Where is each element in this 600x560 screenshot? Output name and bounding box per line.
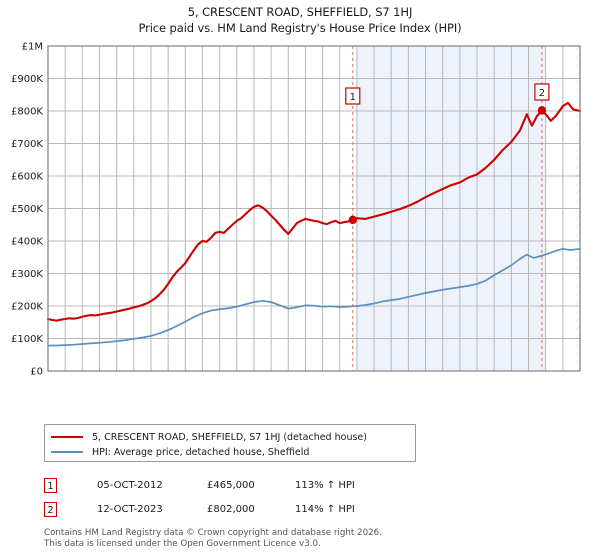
y-tick-label: £800K [11,107,43,118]
y-tick-label: £500K [11,204,43,215]
marker-badge-label-2: 2 [539,88,545,99]
y-tick-label: £100K [11,334,43,345]
marker-badge-box-2[interactable] [534,83,550,101]
marker-point-2[interactable] [537,106,547,115]
chart-title-block: 5, CRESCENT ROAD, SHEFFIELD, S7 1HJ Pric… [0,4,600,36]
y-tick-label: £300K [11,269,43,280]
transaction-index-badge: 1 [44,477,57,493]
y-tick-label: £0 [30,367,43,376]
table-row[interactable]: 2 12-OCT-2023 £802,000 114% ↑ HPI [44,497,464,521]
copyright-footer: Contains HM Land Registry data © Crown c… [44,528,584,550]
y-tick-label: £600K [11,172,43,183]
page-subtitle: Price paid vs. HM Land Registry's House … [138,21,462,35]
table-row[interactable]: 1 05-OCT-2012 £465,000 113% ↑ HPI [44,473,464,497]
legend-label-property: 5, CRESCENT ROAD, SHEFFIELD, S7 1HJ (det… [92,431,367,443]
footer-line-1: Contains HM Land Registry data © Crown c… [44,528,382,538]
y-axis-tick-labels: £0 £100K £200K £300K £400K £500K £600K £700K £80… [11,42,43,376]
footer-line-2: This data is licensed under the Open Gov… [44,539,321,549]
transaction-hpi-delta: 114% ↑ HPI [295,503,355,515]
series-line-hpi [47,247,581,347]
data-series-group [46,101,582,347]
y-tick-label: £200K [11,302,43,313]
marker-badge-box-1[interactable] [345,87,361,105]
transactions-table: 1 05-OCT-2012 £465,000 113% ↑ HPI 2 12-O… [44,473,464,521]
transaction-date: 12-OCT-2023 [97,503,163,515]
marker-point-1[interactable] [348,215,357,225]
plot-frame [47,45,581,372]
transaction-price: £465,000 [207,479,255,491]
transaction-date: 05-OCT-2012 [97,479,163,491]
y-tick-label: £1M [22,42,43,53]
y-tick-label: £900K [11,74,43,85]
page-title: 5, CRESCENT ROAD, SHEFFIELD, S7 1HJ [187,5,413,19]
marker-badge-label-1: 1 [350,92,356,103]
legend-item-property: 5, CRESCENT ROAD, SHEFFIELD, S7 1HJ (det… [51,430,409,444]
series-line-property [46,101,582,322]
chart-legend: 5, CRESCENT ROAD, SHEFFIELD, S7 1HJ (det… [44,424,416,462]
legend-item-hpi: HPI: Average price, detached house, Shef… [51,445,409,459]
transaction-marker-points[interactable] [348,106,547,225]
legend-swatch-property-icon [51,436,83,438]
transaction-index-badge: 2 [44,501,57,517]
y-tick-label: £400K [11,237,43,248]
y-tick-label: £700K [11,139,43,150]
legend-swatch-hpi-icon [51,451,83,453]
transaction-price: £802,000 [207,503,255,515]
legend-label-hpi: HPI: Average price, detached house, Shef… [92,446,310,458]
transaction-hpi-delta: 113% ↑ HPI [295,479,355,491]
